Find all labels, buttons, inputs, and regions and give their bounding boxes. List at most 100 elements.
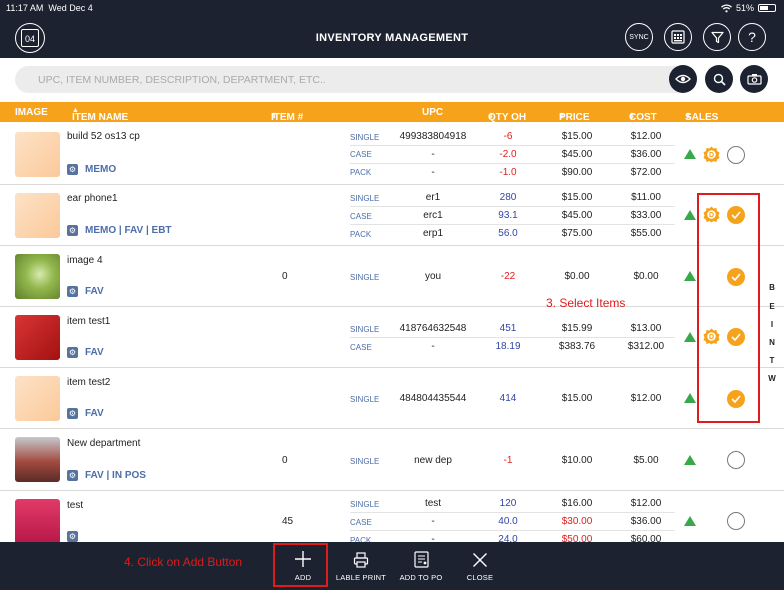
unit-qty: 280 <box>499 192 517 203</box>
annotation-select-items: 3. Select Items <box>546 296 626 310</box>
col-item-name[interactable]: ITEM NAME ▲ <box>72 107 129 123</box>
calendar-button[interactable]: 04 <box>15 23 45 53</box>
unit-price: $15.00 <box>561 131 593 142</box>
alpha-index-letter[interactable]: T <box>769 356 775 365</box>
unit-upc: erp1 <box>422 228 443 239</box>
item-name: ear phone1 <box>67 193 118 204</box>
sync-button[interactable]: SYNC <box>625 23 653 51</box>
add-to-po-button[interactable]: ADD TO PO <box>395 542 447 590</box>
svg-text:D: D <box>709 152 714 159</box>
unit-upc: erc1 <box>423 210 443 221</box>
select-checkbox-checked[interactable] <box>727 268 745 286</box>
table-row[interactable]: build 52 os13 cp ⚙ MEMO SINGLE 499383804… <box>0 123 784 185</box>
unit-price: $0.00 <box>564 271 590 282</box>
camera-button[interactable] <box>740 65 768 93</box>
settings-icon[interactable]: ⚙ <box>67 347 78 358</box>
unit-upc: you <box>424 271 442 282</box>
table-row[interactable]: item test2 ⚙ FAV SINGLE 484804435544 414… <box>0 368 784 429</box>
alpha-index-letter[interactable]: B <box>769 283 775 292</box>
unit-upc: 418764632548 <box>399 323 467 334</box>
item-name: item test2 <box>67 377 111 388</box>
discount-badge-icon: D <box>703 146 720 163</box>
settings-icon[interactable]: ⚙ <box>67 164 78 175</box>
alpha-index-letter[interactable]: E <box>769 302 775 311</box>
unit-cost: $12.00 <box>630 498 662 509</box>
trend-up-icon <box>684 393 696 403</box>
select-checkbox-checked[interactable] <box>727 328 745 346</box>
unit-price: $45.00 <box>561 210 593 221</box>
item-name: test <box>67 500 84 511</box>
keyboard-button[interactable] <box>664 23 692 51</box>
divider <box>350 163 675 164</box>
item-tags: FAV <box>85 347 104 358</box>
unit-qty: 56.0 <box>498 228 518 239</box>
trend-up-icon <box>684 149 696 159</box>
unit-type: CASE <box>350 150 372 159</box>
col-upc[interactable]: UPC <box>422 107 444 118</box>
alpha-index-letter[interactable]: I <box>770 320 774 329</box>
unit-upc: 499383804918 <box>399 131 467 142</box>
plus-icon <box>295 551 311 567</box>
unit-qty: 24.0 <box>498 534 518 545</box>
unit-cost: $12.00 <box>630 131 662 142</box>
trend-up-icon <box>684 271 696 281</box>
unit-upc: new dep <box>414 455 452 466</box>
unit-type: PACK <box>350 168 372 177</box>
wifi-icon <box>721 3 732 12</box>
item-tags: FAV <box>85 286 104 297</box>
select-checkbox[interactable] <box>727 146 745 164</box>
table-row[interactable]: test ⚙ 45 SINGLE test 120 $16.00 $12.00 … <box>0 491 784 551</box>
item-number: 45 <box>282 516 294 527</box>
settings-icon[interactable]: ⚙ <box>67 286 78 297</box>
bottom-toolbar: ADD LABLE PRINT ADD TO PO CLOSE <box>0 542 784 590</box>
settings-icon[interactable]: ⚙ <box>67 408 78 419</box>
trend-up-icon <box>684 210 696 220</box>
divider <box>350 512 675 513</box>
filter-icon <box>710 31 724 43</box>
unit-cost: $60.00 <box>630 534 662 545</box>
search-input[interactable] <box>15 66 695 93</box>
unit-cost: $55.00 <box>630 228 662 239</box>
item-number: 0 <box>282 271 288 282</box>
label-print-label: LABLE PRINT <box>335 573 387 582</box>
divider <box>350 145 675 146</box>
battery-percent: 51% <box>735 3 754 13</box>
unit-qty: 120 <box>499 498 517 509</box>
add-button[interactable]: ADD <box>282 542 324 590</box>
unit-type: SINGLE <box>350 457 380 466</box>
unit-type: SINGLE <box>350 133 380 142</box>
unit-upc: er1 <box>425 192 441 203</box>
settings-icon[interactable]: ⚙ <box>67 225 78 236</box>
trend-up-icon <box>684 516 696 526</box>
unit-cost: $33.00 <box>630 210 662 221</box>
unit-price: $45.00 <box>561 149 593 160</box>
alpha-index-letter[interactable]: W <box>768 374 776 383</box>
table-row[interactable]: ear phone1 ⚙ MEMO | FAV | EBT SINGLE er1… <box>0 185 784 246</box>
settings-icon[interactable]: ⚙ <box>67 531 78 542</box>
col-image: IMAGE <box>15 107 48 118</box>
item-name: build 52 os13 cp <box>67 131 140 142</box>
select-checkbox-checked[interactable] <box>727 206 745 224</box>
svg-text:D: D <box>709 212 714 219</box>
select-checkbox[interactable] <box>727 512 745 530</box>
table-row[interactable]: item test1 ⚙ FAV SINGLE 418764632548 451… <box>0 307 784 368</box>
checkmark-icon <box>731 211 741 219</box>
unit-qty: -6 <box>503 131 513 142</box>
search-button[interactable] <box>705 65 733 93</box>
settings-icon[interactable]: ⚙ <box>67 470 78 481</box>
label-print-button[interactable]: LABLE PRINT <box>333 542 389 590</box>
filter-button[interactable] <box>703 23 731 51</box>
table-row[interactable]: image 4 ⚙ FAV 0 SINGLE you -22 $0.00 $0.… <box>0 246 784 307</box>
discount-badge-icon: D <box>703 206 720 223</box>
table-row[interactable]: New department ⚙ FAV | IN POS 0 SINGLE n… <box>0 429 784 491</box>
select-checkbox[interactable] <box>727 451 745 469</box>
checkmark-icon <box>731 333 741 341</box>
divider <box>350 337 675 338</box>
calendar-day: 04 <box>21 29 39 47</box>
view-toggle-button[interactable] <box>669 65 697 93</box>
unit-cost: $5.00 <box>633 455 659 466</box>
close-button[interactable]: CLOSE <box>460 542 500 590</box>
alpha-index-letter[interactable]: N <box>769 338 775 347</box>
help-button[interactable]: ? <box>738 23 766 51</box>
select-checkbox-checked[interactable] <box>727 390 745 408</box>
